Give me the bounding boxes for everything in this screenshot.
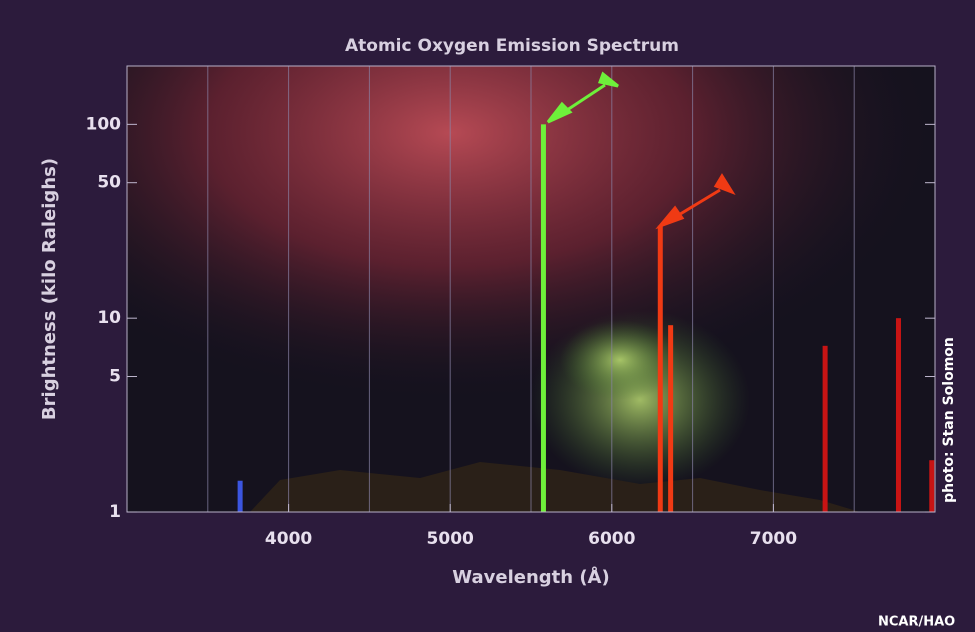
x-axis-label: Wavelength (Å) (452, 565, 609, 588)
photo-credit: photo: Stan Solomon (941, 337, 957, 503)
y-tick-label: 10 (97, 308, 121, 328)
emission-line (541, 124, 546, 512)
x-tick-label: 5000 (427, 529, 474, 549)
y-tick-label: 50 (97, 173, 121, 193)
x-tick-label: 4000 (265, 529, 312, 549)
y-axis-label: Brightness (kilo Raleighs) (39, 158, 60, 420)
emission-line (929, 460, 934, 512)
credit: NCAR/HAO (878, 615, 955, 630)
x-tick-label: 6000 (588, 529, 635, 549)
emission-line (896, 318, 901, 512)
emission-line (658, 226, 663, 512)
y-tick-label: 5 (109, 367, 121, 387)
emission-line (823, 346, 828, 512)
emission-line (668, 325, 673, 512)
emission-line (238, 481, 243, 512)
chart-title: Atomic Oxygen Emission Spectrum (345, 36, 679, 56)
y-tick-label: 1 (109, 502, 121, 522)
y-tick-label: 100 (86, 114, 122, 134)
x-tick-label: 7000 (750, 529, 797, 549)
chart: Atomic Oxygen Emission Spectrum Waveleng… (0, 0, 975, 632)
